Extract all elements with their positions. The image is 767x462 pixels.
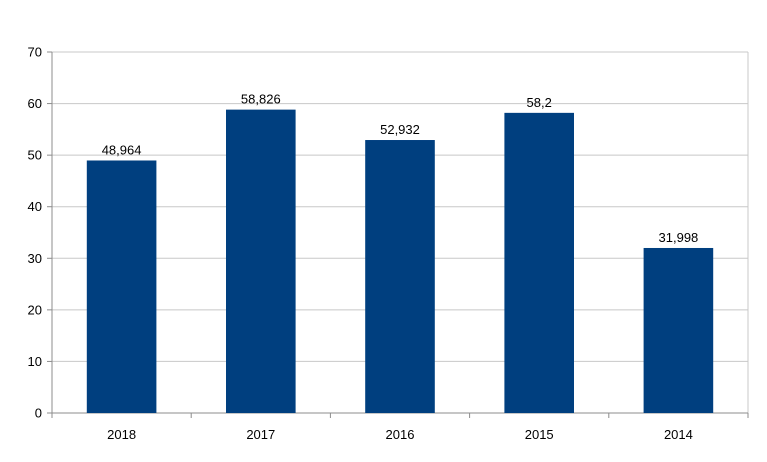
y-tick-label: 50 [28,148,42,163]
x-tick-label: 2014 [664,427,693,442]
data-label: 52,932 [380,122,420,137]
bar-2015 [504,112,574,414]
x-tick-label: 2015 [525,427,554,442]
y-tick-label: 20 [28,302,42,317]
data-label: 58,826 [241,92,281,107]
y-tick-label: 40 [28,199,42,214]
bar-2014 [643,247,714,413]
y-tick-label: 0 [35,406,42,421]
bars [86,109,714,414]
data-label: 31,998 [659,230,699,245]
y-tick-label: 70 [28,45,42,60]
x-tick-label: 2018 [107,427,136,442]
data-label: 58,2 [527,95,552,110]
labels: 0 10 20 30 40 50 60 70 48,964 2018 58,826 2017 52,93… [28,45,699,443]
y-tick-label: 30 [28,251,42,266]
y-tick-label: 60 [28,96,42,111]
data-label: 48,964 [102,142,142,157]
bar-2016 [365,140,435,414]
bar-2017 [226,109,296,413]
x-tick-label: 2016 [386,427,415,442]
bar-2018 [86,160,157,413]
y-tick-label: 10 [28,354,42,369]
x-tick-label: 2017 [246,427,275,442]
